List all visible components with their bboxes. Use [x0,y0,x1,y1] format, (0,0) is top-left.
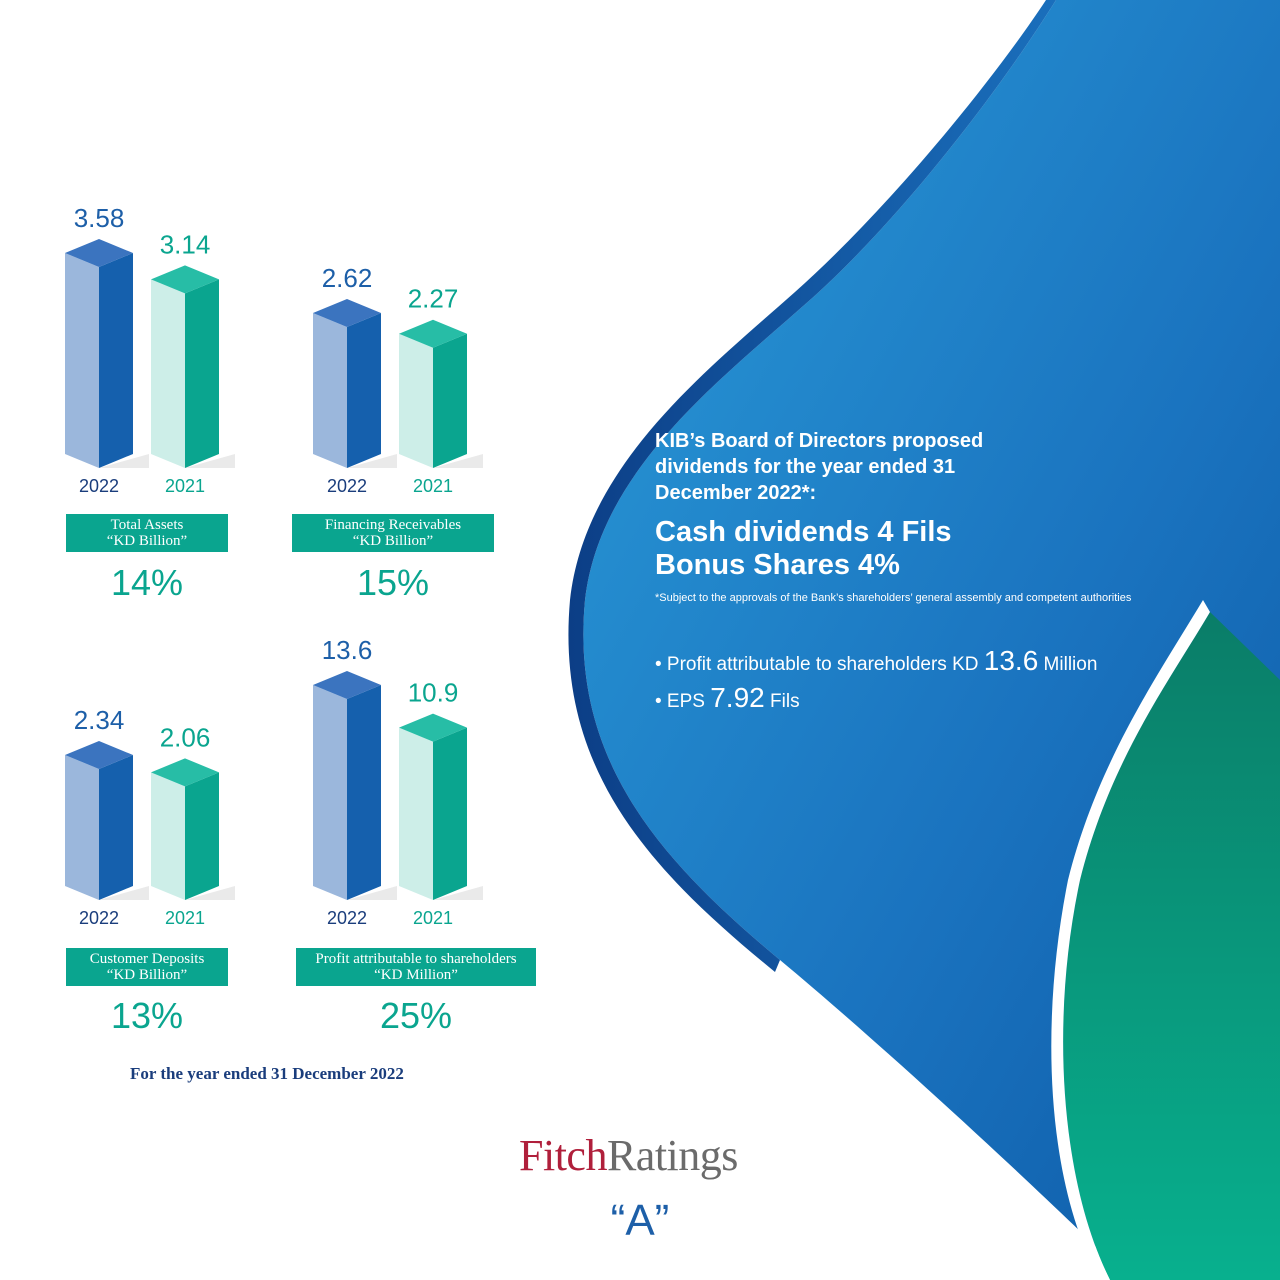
category-label: 2021 [165,476,205,496]
bar-side [185,772,219,900]
bar-2022 [65,239,149,468]
bar-value-label: 2.34 [74,705,125,735]
bar-side [433,333,467,468]
fitch-logo-part1: Fitch [519,1131,607,1180]
category-label: 2022 [79,476,119,496]
bar-shadow [99,454,149,468]
growth-percent: 14% [110,562,184,603]
bar-value-label: 3.58 [74,203,125,233]
footnote-year: For the year ended 31 December 2022 [130,1064,404,1083]
category-label: 2022 [79,908,119,928]
bar-shadow [185,454,235,468]
bar-side [99,253,133,468]
growth-percent: 13% [110,995,184,1036]
bullet-eps: • EPS 7.92 Fils [655,682,1215,714]
bar-front [399,727,433,900]
bar-side [99,755,133,900]
cash-dividends: Cash dividends 4 Fils [655,516,952,548]
chart-title-box: Profit attributable to shareholders “KD M… [296,948,536,986]
bar-2022 [313,299,397,468]
chart-unit: “KD Billion” [106,533,188,549]
dividends-values: Cash dividends 4 Fils Bonus Shares 4% [655,516,1075,582]
bar-front [65,755,99,900]
bar-front [151,772,185,900]
bar-side [433,727,467,900]
bar-top [65,741,133,769]
bar-top [399,319,467,348]
bullet-profit-suffix: Million [1043,654,1098,675]
bullet-profit-value: 13.6 [983,645,1039,676]
bar-value-label: 2.06 [160,722,211,752]
chart-title: Profit attributable to shareholders [315,951,517,967]
bar-value-label: 13.6 [322,635,373,665]
chart-title-box: Financing Receivables “KD Billion” [292,514,494,552]
bullet-profit: • Profit attributable to shareholders KD… [655,645,1215,677]
bar-value-label: 3.14 [160,229,211,259]
category-label: 2022 [327,476,367,496]
category-label: 2021 [413,908,453,928]
growth-percent: 25% [379,995,453,1036]
bullet-eps-value: 7.92 [710,682,765,713]
bar-2022 [313,671,397,900]
bar-top [65,239,133,267]
fitch-ratings-logo: FitchRatings [519,1130,738,1181]
bar-top [151,758,219,787]
chart-title-box: Total Assets “KD Billion” [66,514,228,552]
chart-title: Customer Deposits [89,951,205,967]
bonus-shares: Bonus Shares 4% [655,549,900,581]
bar-shadow [185,886,235,900]
chart-title: Financing Receivables [324,517,462,533]
bar-2022 [65,741,149,900]
bar-value-label: 2.27 [408,284,459,314]
bar-front [151,279,185,468]
bar-top [313,299,381,327]
category-label: 2021 [165,908,205,928]
green-panel-highlight [1051,600,1210,1280]
chart-unit: “KD Billion” [352,533,434,549]
bar-side [347,685,381,900]
bar-value-label: 10.9 [408,678,459,708]
bar-side [347,313,381,468]
bar-front [313,685,347,900]
bar-front [65,253,99,468]
bar-top [313,671,381,699]
chart-unit: “KD Billion” [106,967,188,983]
category-label: 2021 [413,476,453,496]
green-panel [1063,612,1280,1280]
bar-shadow [347,454,397,468]
bar-top [399,713,467,742]
bullet-eps-suffix: Fils [770,691,800,712]
bar-side [185,279,219,468]
fitch-logo-part2: Ratings [606,1131,738,1180]
bar-value-label: 2.62 [322,263,373,293]
chart-title-box: Customer Deposits “KD Billion” [66,948,228,986]
chart-title: Total Assets [110,517,184,533]
growth-percent: 15% [356,562,430,603]
subject-note: *Subject to the approvals of the Bank’s … [655,592,1132,604]
bar-2021 [399,319,483,468]
bar-shadow [433,886,483,900]
bullet-profit-prefix: • Profit attributable to shareholders KD [655,654,979,675]
rating-grade: “A” [610,1196,670,1245]
bar-top [151,265,219,294]
chart-unit: “KD Million” [374,967,458,983]
bar-shadow [433,454,483,468]
category-label: 2022 [327,908,367,928]
bar-2021 [151,265,235,468]
bar-shadow [347,886,397,900]
bar-2021 [399,713,483,900]
bar-shadow [99,886,149,900]
bar-front [399,333,433,468]
dividends-heading: KIB’s Board of Directors proposed divide… [655,430,984,504]
bar-front [313,313,347,468]
bar-2021 [151,758,235,900]
bullet-eps-prefix: • EPS [655,691,705,712]
